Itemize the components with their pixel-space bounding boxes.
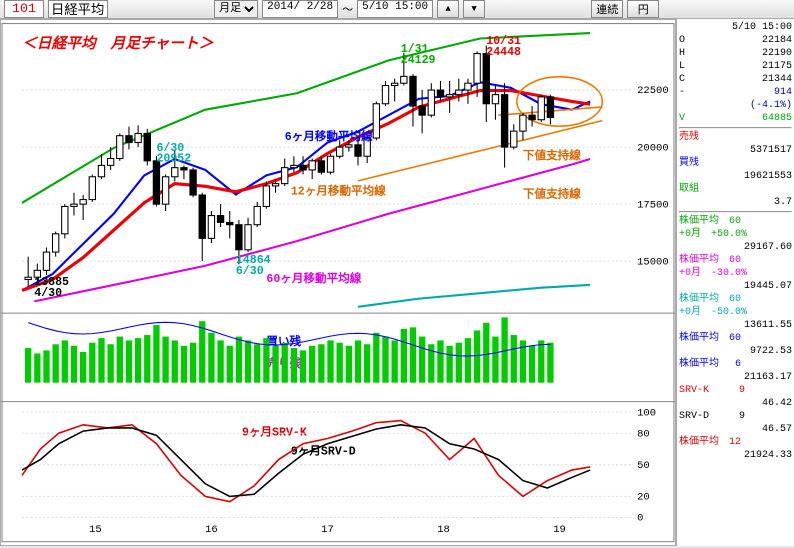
- code-input[interactable]: [4, 0, 44, 18]
- svg-text:9ヶ月SRV-K: 9ヶ月SRV-K: [242, 426, 307, 440]
- svg-text:下値支持線: 下値支持線: [523, 186, 581, 201]
- side-block: 取組: [679, 183, 792, 196]
- main-area: ＜日経平均 月足チャート＞150001750020000225006/30209…: [0, 19, 794, 546]
- indicator-row: 株価平均 60: [679, 332, 792, 345]
- date-from[interactable]: 2014/ 2/28: [262, 0, 338, 18]
- svg-text:12ヶ月移動平均線: 12ヶ月移動平均線: [291, 184, 386, 199]
- svg-text:6ヶ月移動平均線: 6ヶ月移動平均線: [285, 129, 373, 144]
- ohlc-row: L21175: [679, 60, 792, 73]
- chart-svg: ＜日経平均 月足チャート＞150001750020000225006/30209…: [1, 20, 675, 545]
- app-window: 月足 2014/ 2/28 ～ 5/10 15:00 ▲ ▼ 連続 円 ＜日経平…: [0, 0, 794, 522]
- side-panel: 5/10 15:00 O22184H22190L21175C21344-914(…: [676, 19, 794, 546]
- svg-text:18: 18: [437, 524, 450, 536]
- side-block: 買残: [679, 157, 792, 170]
- svg-text:22500: 22500: [637, 85, 669, 97]
- ohlc-row: V64885: [679, 112, 792, 125]
- indicator-row: 株価平均 60: [679, 293, 792, 306]
- svg-text:17: 17: [321, 524, 334, 536]
- tilde: ～: [342, 1, 353, 17]
- en-button[interactable]: 円: [627, 0, 659, 18]
- indicator-row: 株価平均 60: [679, 215, 792, 228]
- ohlc-row: C21344: [679, 73, 792, 86]
- toolbar: 月足 2014/ 2/28 ～ 5/10 15:00 ▲ ▼ 連続 円: [0, 0, 794, 19]
- svg-text:4/30: 4/30: [34, 287, 62, 300]
- svg-text:24448: 24448: [486, 46, 521, 59]
- timeframe-select[interactable]: 月足: [214, 0, 258, 18]
- svg-text:6/30: 6/30: [236, 265, 264, 278]
- indicator-row: SRV-D 9: [679, 410, 792, 423]
- indicator-row: 株価平均 60: [679, 254, 792, 267]
- svg-text:24129: 24129: [401, 54, 436, 67]
- side-block: 売残: [679, 131, 792, 144]
- svg-text:0: 0: [637, 513, 643, 525]
- svg-text:15: 15: [89, 524, 102, 536]
- ohlc-row: -914: [679, 86, 792, 99]
- svg-text:80: 80: [637, 428, 650, 440]
- ohlc-row: (-4.1%): [679, 99, 792, 112]
- svg-text:100: 100: [637, 407, 656, 419]
- svg-text:20000: 20000: [637, 142, 669, 154]
- ohlc-row: H22190: [679, 47, 792, 60]
- svg-text:50: 50: [637, 460, 650, 472]
- svg-text:15000: 15000: [637, 256, 669, 268]
- indicator-row: SRV-K 9: [679, 384, 792, 397]
- svg-text:下値支持線: 下値支持線: [523, 148, 581, 163]
- svg-text:16: 16: [205, 524, 218, 536]
- side-datetime: 5/10 15:00: [679, 21, 792, 34]
- svg-text:20952: 20952: [156, 153, 191, 166]
- svg-text:20: 20: [637, 492, 650, 504]
- svg-text:17500: 17500: [637, 199, 669, 211]
- date-to[interactable]: 5/10 15:00: [357, 0, 433, 18]
- name-input[interactable]: [48, 0, 108, 18]
- svg-text:19: 19: [553, 524, 566, 536]
- svg-text:60ヶ月移動平均線: 60ヶ月移動平均線: [266, 271, 361, 286]
- up-button[interactable]: ▲: [437, 0, 459, 18]
- indicator-row: 株価平均 12: [679, 436, 792, 449]
- ohlc-row: O22184: [679, 34, 792, 47]
- indicator-row: 株価平均 6: [679, 358, 792, 371]
- svg-text:＜日経平均 月足チャート＞: ＜日経平均 月足チャート＞: [22, 35, 214, 53]
- down-button[interactable]: ▼: [463, 0, 485, 18]
- chart-area[interactable]: ＜日経平均 月足チャート＞150001750020000225006/30209…: [0, 19, 676, 546]
- renzoku-button[interactable]: 連続: [591, 0, 623, 18]
